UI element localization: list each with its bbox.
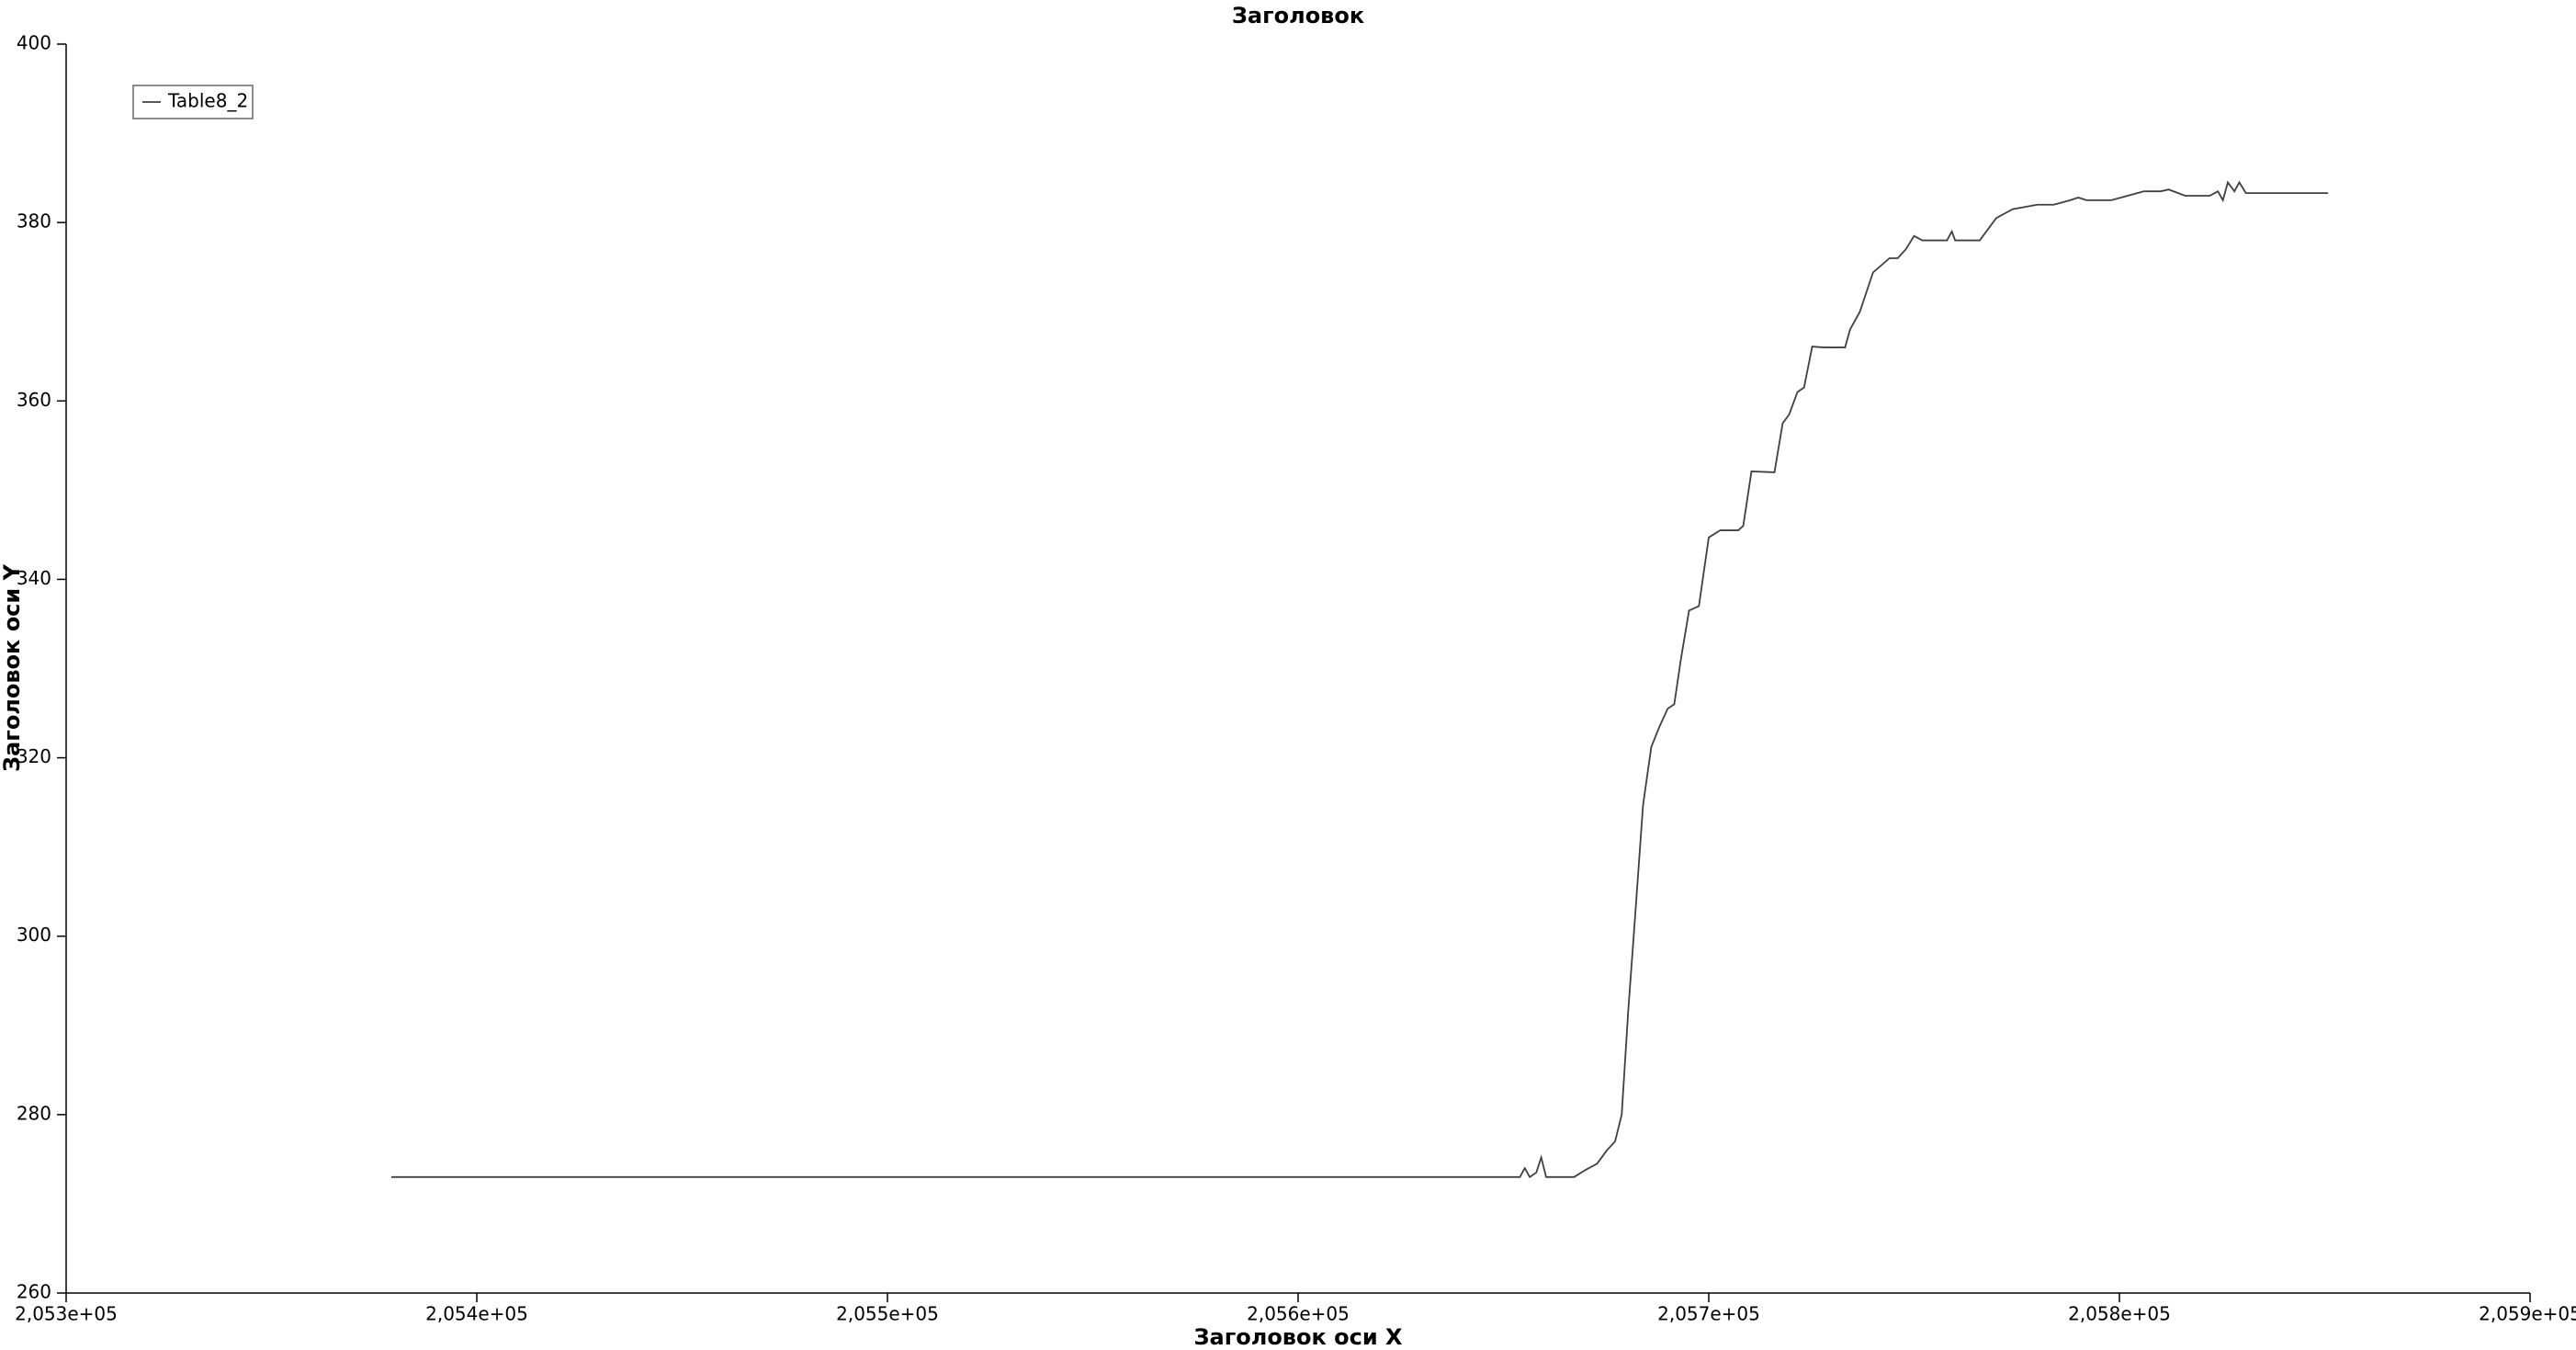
data-line (391, 180, 2329, 1179)
x-tick-label: 2,056e+05 (1247, 1303, 1350, 1325)
y-tick-label: 400 (17, 32, 51, 54)
y-tick-label: 260 (17, 1281, 51, 1303)
y-tick-label: 340 (17, 567, 51, 589)
y-tick-label: 360 (17, 389, 51, 411)
y-tick-label: 380 (17, 210, 51, 233)
legend-label: Table8_2 (167, 90, 248, 112)
x-axis-label: Заголовок оси X (1193, 1324, 1403, 1350)
x-tick-label: 2,055e+05 (836, 1303, 939, 1325)
x-tick-label: 2,053e+05 (15, 1303, 118, 1325)
x-tick-label: 2,057e+05 (1657, 1303, 1760, 1325)
x-tick-label: 2,059e+05 (2479, 1303, 2576, 1325)
y-axis-label: Заголовок оси Y (0, 563, 25, 772)
y-tick-label: 300 (17, 924, 51, 946)
y-tick-label: 320 (17, 745, 51, 767)
chart-title: Заголовок (1232, 3, 1364, 28)
x-tick-label: 2,054e+05 (425, 1303, 528, 1325)
y-tick-label: 280 (17, 1102, 51, 1124)
x-tick-label: 2,058e+05 (2068, 1303, 2171, 1325)
